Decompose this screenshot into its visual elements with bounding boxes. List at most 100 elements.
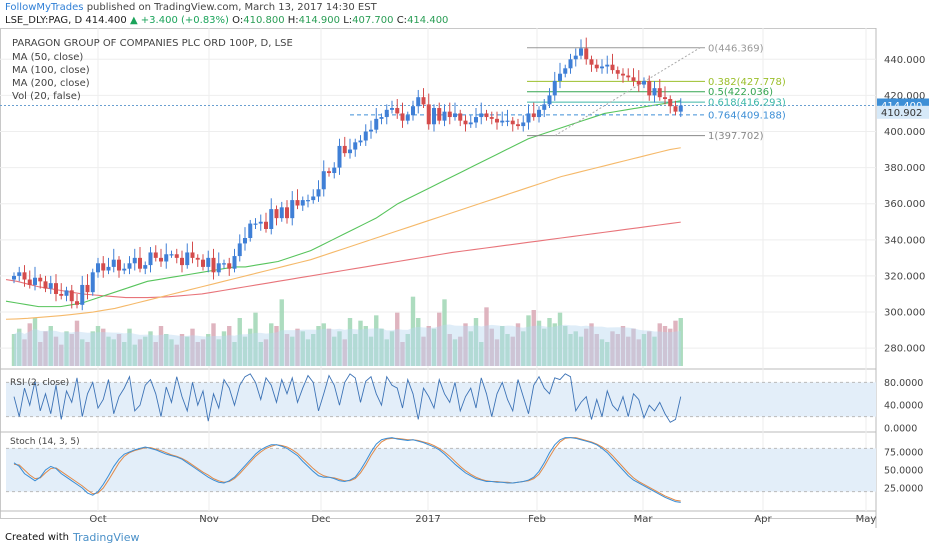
volume-bar — [678, 318, 683, 366]
author-link[interactable]: FollowMyTrades — [5, 2, 84, 13]
candle-body — [222, 263, 226, 265]
volume-bar — [353, 334, 358, 366]
candle-body — [54, 283, 58, 294]
candle-body — [358, 140, 363, 143]
volume-bar — [405, 334, 410, 366]
volume-bar — [542, 328, 547, 366]
candle-body — [264, 221, 268, 229]
candle-body — [180, 257, 184, 266]
volume-bar — [158, 326, 164, 366]
low-label: L: — [343, 15, 353, 26]
ma100-line — [5, 147, 681, 320]
candle-body — [169, 254, 174, 256]
candle-body — [568, 59, 573, 69]
price-chart[interactable]: PARAGON GROUP OF COMPANIES PLC ORD 100P,… — [0, 28, 932, 528]
candle-body — [274, 209, 279, 219]
candle-body — [426, 104, 431, 125]
volume-bar — [59, 344, 64, 366]
volume-bar — [127, 328, 132, 366]
x-tick-label: May — [856, 514, 877, 525]
volume-bar — [206, 334, 211, 366]
candle-body — [348, 149, 352, 154]
volume-bar — [552, 323, 557, 366]
volume-bar — [311, 334, 316, 366]
candle-body — [542, 104, 547, 110]
fib-level-label: 0(446.369) — [708, 43, 764, 54]
candle-body — [642, 80, 646, 85]
candle-body — [59, 293, 64, 296]
candle-body — [474, 117, 478, 123]
volume-bar — [610, 331, 615, 366]
volume-bar — [526, 315, 531, 366]
volume-bar — [295, 328, 300, 366]
candle-body — [243, 238, 247, 244]
candle-body — [227, 263, 232, 269]
candle-body — [279, 207, 284, 219]
volume-bar — [148, 331, 153, 366]
candle-body — [458, 113, 463, 121]
candle-body — [573, 55, 578, 60]
candle-body — [563, 68, 568, 74]
volume-bar — [458, 336, 463, 366]
candle-body — [201, 259, 205, 267]
y-tick-label: 380.000 — [884, 163, 925, 174]
rsi-line — [13, 373, 682, 423]
rsi-tick-label: 40.0000 — [884, 401, 923, 412]
volume-bar — [211, 323, 216, 366]
candle-body — [600, 66, 604, 69]
volume-bar — [673, 320, 678, 366]
legend-ma50: MA (50, close) — [12, 52, 83, 63]
candle-body — [673, 106, 678, 112]
candle-body — [369, 129, 373, 132]
volume-bar — [573, 331, 578, 366]
volume-bar — [274, 326, 279, 366]
candle-body — [531, 113, 536, 118]
x-tick-label: Feb — [528, 514, 546, 525]
volume-bar — [216, 339, 221, 366]
volume-bar — [426, 326, 431, 366]
x-tick-label: Apr — [754, 514, 772, 525]
fib-level-label: 0.618(416.293) — [708, 98, 786, 109]
volume-bar — [500, 326, 505, 366]
chart-legend: PARAGON GROUP OF COMPANIES PLC ORD 100P,… — [12, 38, 293, 102]
candle-body — [127, 263, 132, 269]
stoch-tick-label: 50.0000 — [884, 466, 923, 477]
candle-body — [90, 272, 95, 293]
volume-bar — [221, 331, 227, 366]
candle-body — [17, 272, 22, 276]
volume-bar — [22, 339, 27, 366]
volume-bar — [200, 339, 206, 366]
volume-bar — [248, 328, 253, 366]
volume-bar — [132, 344, 137, 366]
volume-bar — [169, 339, 174, 366]
volume-bar — [358, 320, 363, 366]
volume-bar — [515, 323, 521, 366]
candle-body — [537, 109, 541, 118]
volume-bar — [263, 339, 269, 366]
volume-bar — [321, 323, 326, 366]
candle-body — [206, 257, 211, 267]
volume-bar — [164, 334, 169, 366]
candle-body — [332, 167, 337, 174]
volume-bar — [494, 339, 500, 366]
candle-body — [253, 223, 258, 225]
volume-bar — [195, 342, 200, 366]
candle-body — [22, 272, 27, 280]
candle-body — [132, 257, 137, 264]
high-value: 414.900 — [298, 15, 341, 26]
volume-bar — [584, 328, 589, 366]
candle-body — [300, 200, 305, 206]
volume-bar — [48, 326, 53, 366]
prev-price-badge — [877, 105, 929, 119]
candle-body — [85, 284, 90, 293]
candle-body — [321, 171, 326, 190]
volume-bar — [242, 336, 248, 366]
candle-body — [211, 257, 216, 273]
volume-bar — [190, 328, 195, 366]
volume-bar — [179, 334, 185, 366]
stoch-title: Stoch (14, 3, 5) — [10, 437, 80, 447]
ohlc-line: LSE_DLY:PAG, D 414.400 ▲ +3.400 (+0.83%)… — [5, 15, 448, 26]
volume-bar — [258, 342, 263, 366]
tradingview-logo-text[interactable]: TradingView — [73, 531, 140, 544]
candle-body — [295, 200, 300, 206]
